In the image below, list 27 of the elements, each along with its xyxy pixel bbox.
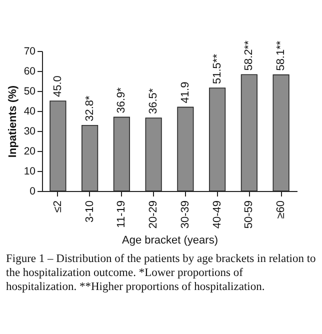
y-tick-label: 70 bbox=[24, 46, 36, 58]
data-label: 51.5** bbox=[211, 53, 224, 84]
x-tick-label: 40-49 bbox=[211, 200, 224, 229]
x-tick-label: 11-19 bbox=[116, 200, 128, 228]
data-label: 58.2** bbox=[243, 40, 256, 71]
x-tick-label: 20-29 bbox=[148, 200, 160, 229]
y-tick-label: 60 bbox=[24, 66, 36, 78]
x-tick-label: 3-10 bbox=[84, 200, 96, 223]
x-tick-label: 50-59 bbox=[243, 200, 256, 229]
x-axis-title: Age bracket (years) bbox=[122, 234, 218, 247]
y-tick-label: 10 bbox=[24, 166, 36, 178]
y-tick-label: 30 bbox=[24, 126, 36, 138]
data-label: 36.5* bbox=[148, 88, 160, 114]
x-tick-label: ≥60 bbox=[275, 200, 288, 219]
caption: Figure 1 – Distribution of the patients by age brackets in relation to the hospitalization outcome. *Lower proportions of hospitalization. **Higher proportions of hospitalization. bbox=[5, 252, 317, 294]
y-tick-label: 20 bbox=[24, 146, 36, 158]
data-label: 36.9* bbox=[116, 86, 128, 114]
y-tick-label: 50 bbox=[24, 86, 36, 98]
data-label: 32.8* bbox=[84, 94, 96, 122]
data-label: 58.1** bbox=[275, 40, 288, 71]
y-tick-label: 40 bbox=[24, 106, 36, 118]
y-axis-title: Inpatients (%) bbox=[6, 85, 19, 158]
x-tick-label: ≤2 bbox=[52, 200, 64, 213]
y-tick-label: 0 bbox=[30, 186, 36, 198]
data-label: 45.0 bbox=[52, 76, 64, 97]
data-label: 41.9 bbox=[179, 82, 192, 104]
x-tick-label: 30-39 bbox=[179, 200, 192, 229]
